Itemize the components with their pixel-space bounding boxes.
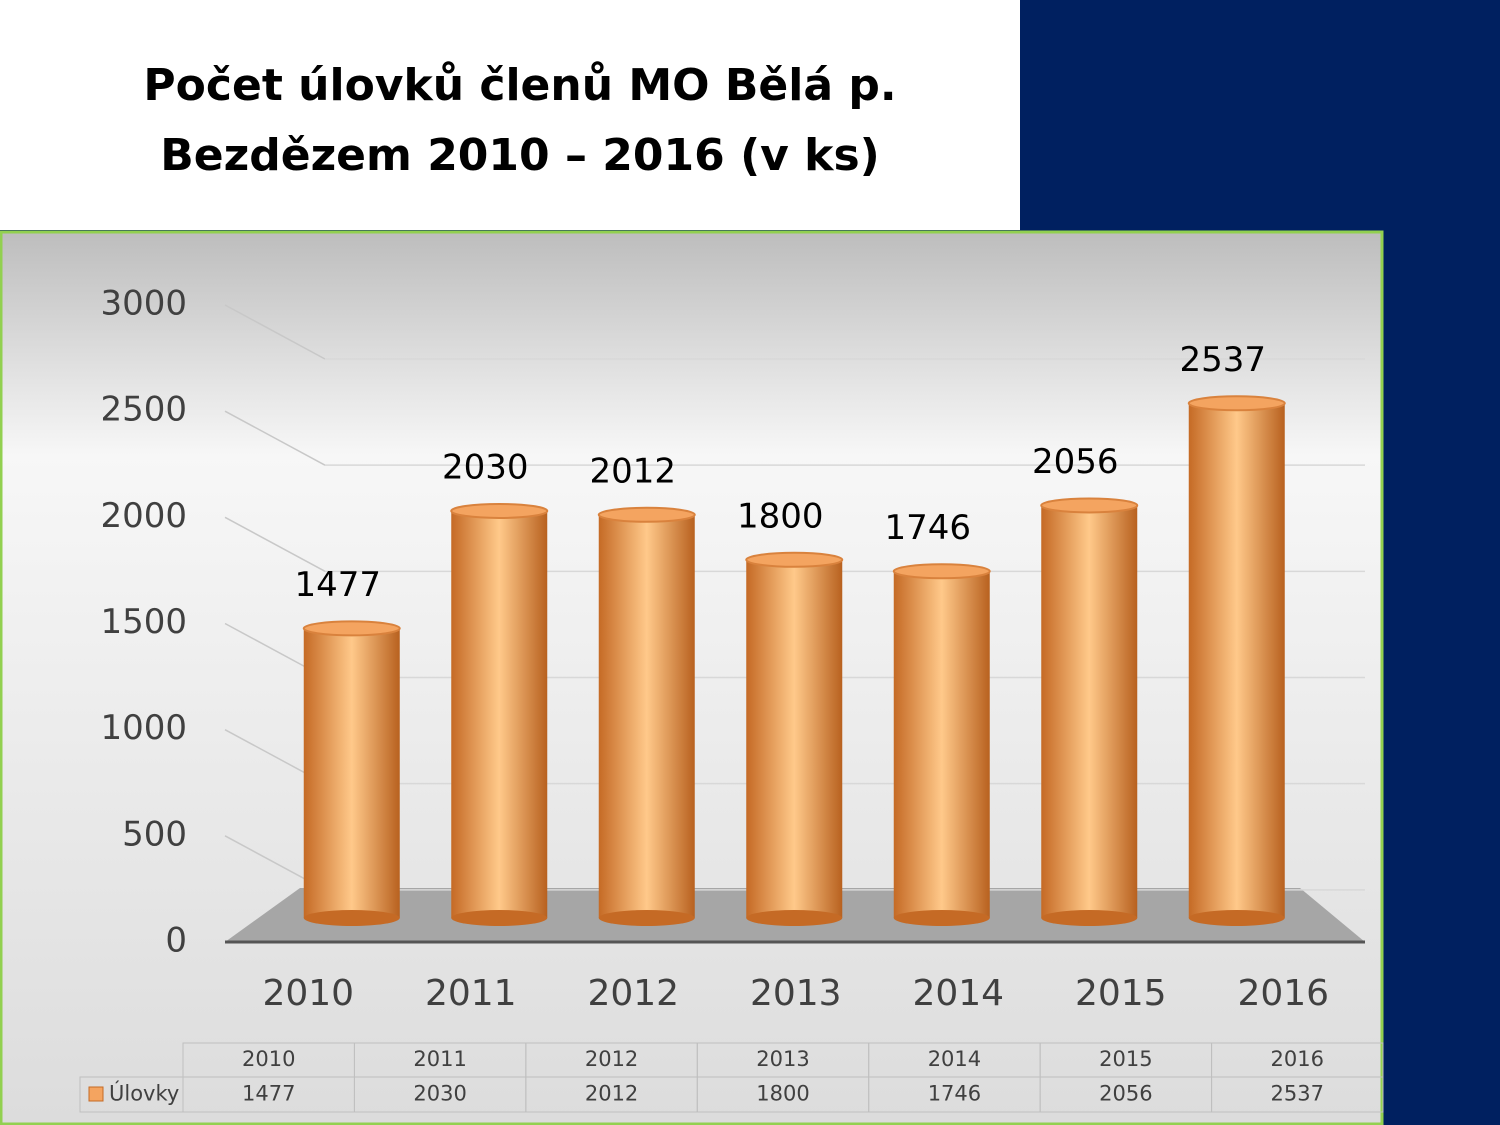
table-header: 2014: [928, 1047, 981, 1071]
x-tick-label: 2013: [750, 973, 842, 1014]
y-tick-label: 1000: [100, 708, 187, 748]
table-value: 2537: [1271, 1082, 1324, 1106]
bar: [598, 514, 695, 918]
bar-base: [598, 910, 695, 926]
bar: [893, 571, 990, 918]
grid-line: [224, 516, 326, 572]
bar: [1188, 403, 1285, 919]
data-label: 2056: [1032, 442, 1119, 482]
x-tick-label: 2014: [912, 973, 1004, 1014]
data-label: 2030: [442, 447, 529, 487]
bar-top: [302, 620, 401, 637]
bar-top: [745, 551, 844, 568]
bar-base: [1041, 910, 1138, 926]
y-tick-label: 2000: [100, 496, 187, 536]
data-label: 1746: [884, 508, 971, 548]
title-box: [0, 0, 1020, 230]
table-cell: [1211, 1076, 1384, 1113]
chart-title: Bezdězem 2010 – 2016 (v ks): [160, 130, 880, 181]
bar-top: [1187, 395, 1286, 412]
legend-swatch: [88, 1086, 104, 1102]
y-tick-label: 500: [122, 814, 187, 854]
bar: [303, 628, 400, 918]
table-header: 2012: [585, 1047, 638, 1071]
data-label: 2537: [1179, 340, 1266, 380]
bar-base: [451, 910, 548, 926]
bar-top: [1040, 497, 1139, 514]
table-value: 2012: [585, 1082, 638, 1106]
y-tick-label: 2500: [100, 390, 187, 430]
table-header: 2011: [413, 1047, 466, 1071]
legend-label: Úlovky: [109, 1081, 179, 1106]
data-label: 1800: [737, 496, 824, 536]
bar: [1041, 505, 1138, 918]
table-value: 1800: [756, 1082, 809, 1106]
x-tick-label: 2010: [262, 973, 354, 1014]
bar-base: [746, 910, 843, 926]
x-tick-label: 2012: [587, 973, 679, 1014]
bar-base: [303, 910, 400, 926]
bar-top: [597, 506, 696, 523]
grid-line: [224, 304, 326, 360]
table-value: 1477: [242, 1082, 295, 1106]
y-tick-label: 1500: [100, 602, 187, 642]
bar-top: [450, 502, 549, 519]
data-label: 2012: [589, 451, 676, 491]
table-header: 2013: [756, 1047, 809, 1071]
y-tick-label: 3000: [100, 284, 187, 324]
bar: [451, 510, 548, 918]
bar-base: [1188, 910, 1285, 926]
table-header: 2016: [1271, 1047, 1324, 1071]
data-label: 1477: [294, 565, 381, 605]
chart-title: Počet úlovků členů MO Bělá p.: [143, 60, 896, 111]
table-value: 2056: [1099, 1082, 1152, 1106]
table-value: 1746: [928, 1082, 981, 1106]
table-value: 2030: [413, 1082, 466, 1106]
grid-line: [224, 410, 326, 466]
bar-base: [893, 910, 990, 926]
y-tick-label: 0: [165, 921, 187, 961]
bar-top: [892, 563, 991, 580]
bar: [746, 559, 843, 918]
x-tick-label: 2016: [1237, 973, 1329, 1014]
x-tick-label: 2011: [425, 973, 517, 1014]
table-header: 2015: [1099, 1047, 1152, 1071]
x-tick-label: 2015: [1075, 973, 1167, 1014]
table-header: 2010: [242, 1047, 295, 1071]
